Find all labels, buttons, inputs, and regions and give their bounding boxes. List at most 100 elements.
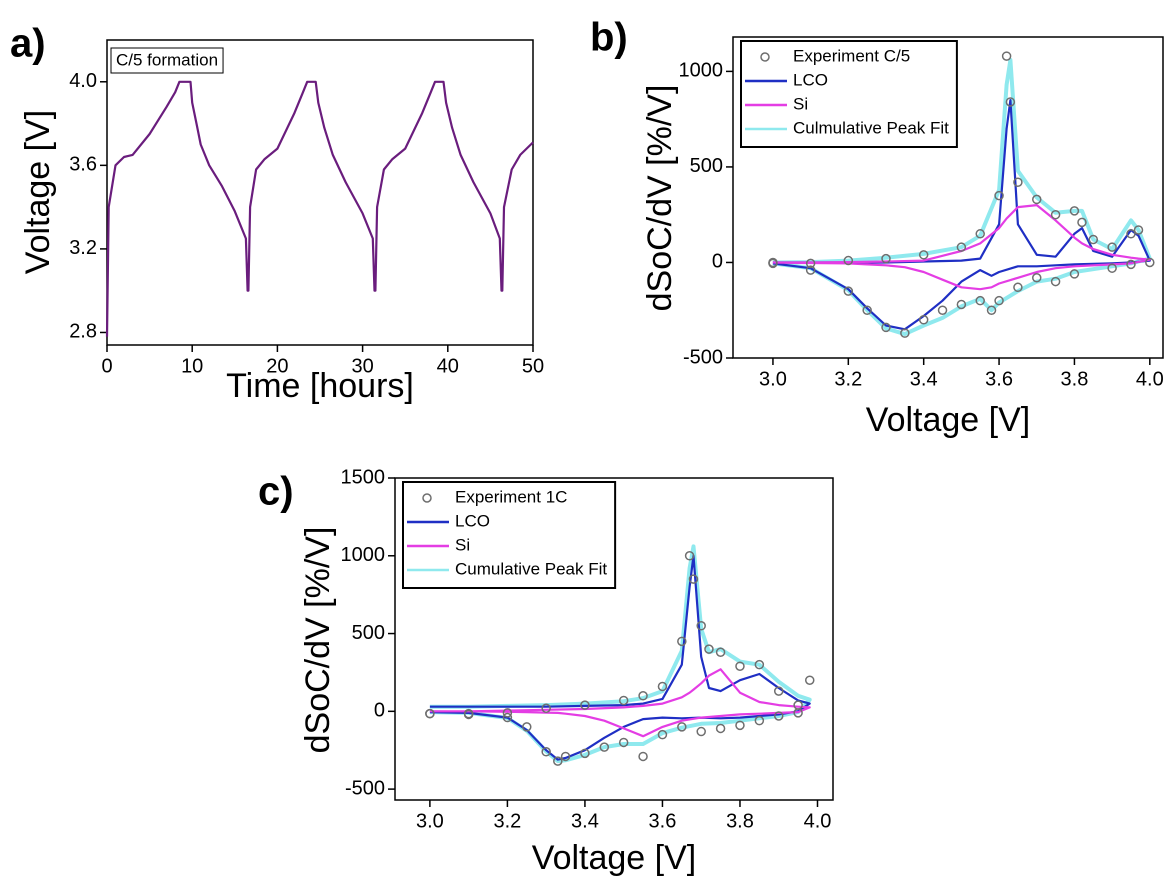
data-point <box>425 708 435 719</box>
x-tick-label: 30 <box>351 355 373 377</box>
data-point <box>704 644 714 654</box>
x-tick-label: 4.0 <box>804 810 832 832</box>
data-point <box>1088 234 1099 245</box>
data-point <box>580 700 590 710</box>
y-tick-label: 4.0 <box>69 70 97 92</box>
legend-label: Culmulative Peak Fit <box>793 118 949 137</box>
data-point <box>805 258 816 269</box>
annotation-box <box>110 47 224 74</box>
data-point <box>638 691 648 701</box>
panel-label: a) <box>10 22 46 66</box>
y-axis-label: dSoC/dV [%/V] <box>641 85 679 312</box>
plot-frame <box>106 39 534 346</box>
data-point <box>754 715 765 726</box>
data-line <box>772 204 1151 291</box>
data-point <box>1133 225 1144 235</box>
data-point <box>937 305 948 315</box>
data-point <box>918 250 929 260</box>
data-point <box>618 737 629 748</box>
data-point <box>843 255 854 266</box>
data-point <box>541 747 551 757</box>
data-point <box>735 661 745 671</box>
legend-label: Cumulative Peak Fit <box>455 559 607 578</box>
x-tick-label: 40 <box>437 355 459 377</box>
data-point <box>956 242 967 252</box>
x-tick-label: 3.2 <box>834 368 862 390</box>
data-point <box>804 675 815 685</box>
plot-frame <box>732 36 1164 359</box>
data-point <box>502 712 513 723</box>
data-point <box>975 295 985 306</box>
data-point <box>735 720 745 731</box>
data-point <box>862 305 872 315</box>
data-point <box>696 726 706 737</box>
data-point <box>994 295 1004 306</box>
y-tick-label: 1000 <box>679 60 724 82</box>
data-point <box>553 756 563 766</box>
y-tick-label: 1000 <box>341 544 386 566</box>
data-line <box>105 80 534 337</box>
data-point <box>843 286 854 296</box>
data-point <box>502 708 513 718</box>
plot-frame <box>394 477 834 801</box>
x-axis-label: Voltage [V] <box>532 839 696 877</box>
data-point <box>560 751 571 762</box>
panel-label: b) <box>590 16 628 60</box>
data-point <box>1001 51 1012 61</box>
y-tick-label: 1500 <box>341 466 386 488</box>
data-point <box>1145 257 1155 268</box>
legend-label: Si <box>793 94 808 113</box>
x-tick-label: 3.6 <box>649 810 677 832</box>
legend-label: LCO <box>455 511 490 530</box>
x-tick-label: 10 <box>181 355 203 377</box>
y-axis-label: Voltage [V] <box>19 110 57 274</box>
data-point <box>1126 229 1136 239</box>
data-point <box>773 686 784 696</box>
legend-label: Si <box>455 535 470 554</box>
y-tick-label: 3.6 <box>69 154 97 176</box>
x-tick-label: 0 <box>101 355 112 377</box>
x-tick-label: 3.2 <box>494 810 522 832</box>
data-point <box>618 695 629 706</box>
data-point <box>768 258 778 269</box>
data-point <box>688 574 699 584</box>
y-tick-label: -500 <box>345 777 385 799</box>
data-point <box>994 190 1004 201</box>
data-point <box>696 621 706 631</box>
data-point <box>805 265 816 275</box>
y-tick-label: 500 <box>352 622 385 644</box>
x-tick-label: 4.0 <box>1136 368 1164 390</box>
data-point <box>541 703 551 713</box>
data-point <box>1126 259 1136 270</box>
x-tick-label: 3.8 <box>1061 368 1089 390</box>
legend-marker <box>422 493 432 503</box>
data-point <box>677 722 687 732</box>
data-line <box>429 668 811 738</box>
data-point <box>1005 97 1016 107</box>
data-point <box>677 636 687 647</box>
data-point <box>918 315 929 325</box>
data-point <box>1077 217 1087 228</box>
data-point <box>1069 206 1080 216</box>
data-point <box>1107 242 1117 252</box>
data-point <box>793 700 803 710</box>
y-axis-label: dSoC/dV [%/V] <box>299 527 337 754</box>
x-tick-label: 3.0 <box>416 810 444 832</box>
data-point <box>715 723 726 734</box>
data-point <box>975 229 985 239</box>
data-point <box>580 748 590 759</box>
data-point <box>986 305 997 315</box>
data-point <box>1032 194 1042 205</box>
data-point <box>657 681 668 692</box>
data-point <box>881 322 891 333</box>
x-tick-label: 3.6 <box>985 368 1013 390</box>
x-axis-label: Time [hours] <box>226 367 414 405</box>
x-tick-label: 3.8 <box>726 810 754 832</box>
data-point <box>1013 177 1023 187</box>
y-tick-label: 0 <box>712 251 723 273</box>
data-point <box>1050 209 1061 220</box>
y-tick-label: -500 <box>683 346 723 368</box>
data-point <box>657 729 668 740</box>
y-tick-label: 3.2 <box>69 237 97 259</box>
